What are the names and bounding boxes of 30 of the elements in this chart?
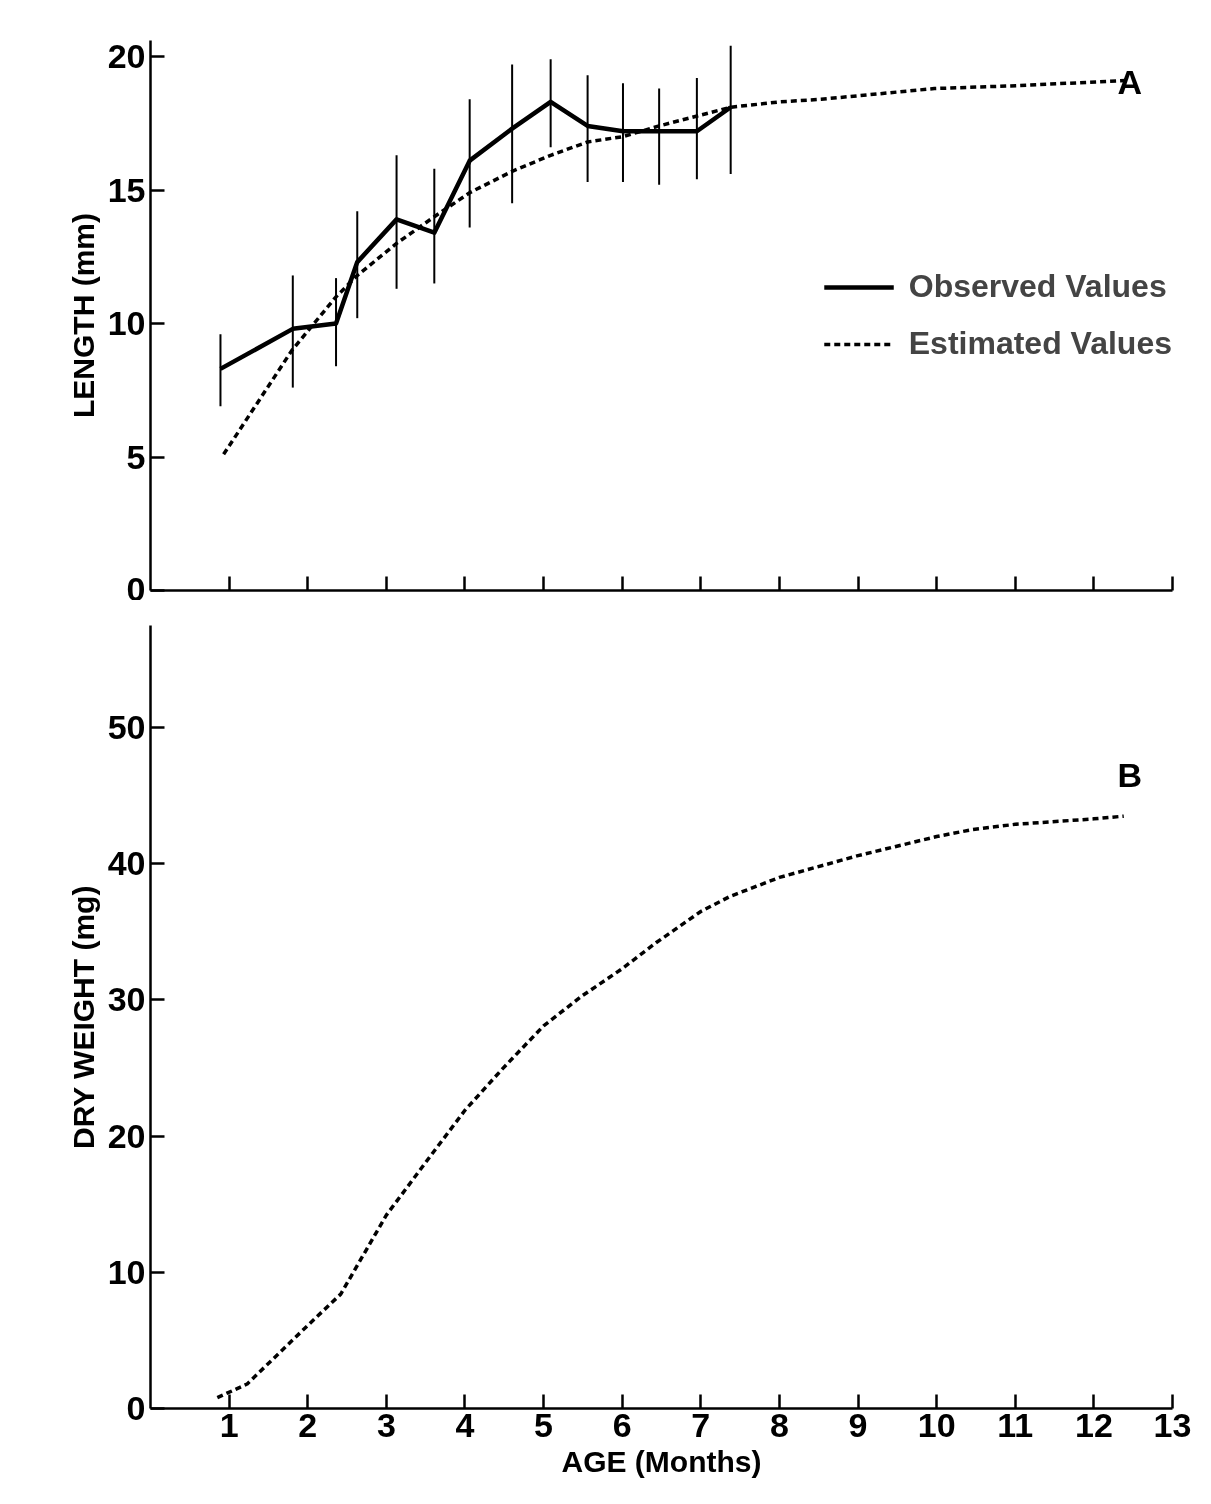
y-tick-label: 40 (107, 844, 146, 883)
x-tick-label: 1 (219, 1405, 239, 1444)
y-tick-label: 15 (107, 170, 146, 209)
annotation: A (1117, 62, 1143, 101)
x-tick-label: 7 (691, 1405, 711, 1444)
x-tick-label: 2 (298, 1405, 318, 1444)
y-axis-title: DRY WEIGHT (mg) (66, 885, 100, 1149)
x-tick-label: 6 (612, 1405, 632, 1444)
y-tick-label: 0 (126, 1389, 146, 1427)
annotation: B (1117, 755, 1143, 794)
x-tick-label: 8 (769, 1405, 789, 1444)
x-tick-label: 10 (917, 1405, 956, 1444)
x-tick-label: 3 (376, 1405, 396, 1444)
y-tick-label: 50 (107, 708, 146, 747)
x-tick-label: 4 (455, 1405, 475, 1444)
y-tick-label: 20 (107, 37, 146, 76)
x-tick-label: 12 (1074, 1405, 1113, 1444)
x-axis-title: AGE (Months) (561, 1444, 762, 1478)
x-tick-label: 9 (848, 1405, 868, 1444)
y-tick-label: 10 (107, 1252, 146, 1291)
x-tick-label: 13 (1153, 1405, 1192, 1444)
y-axis-title: LENGTH (mm) (66, 213, 100, 418)
y-tick-label: 20 (107, 1116, 146, 1155)
y-tick-label: 30 (107, 980, 146, 1019)
x-tick-label: 11 (997, 1405, 1034, 1444)
legend-label: Estimated Values (908, 325, 1172, 362)
y-tick-label: 10 (107, 304, 146, 343)
x-tick-label: 5 (534, 1405, 554, 1444)
y-tick-label: 5 (126, 437, 146, 476)
legend-label: Observed Values (908, 268, 1167, 305)
